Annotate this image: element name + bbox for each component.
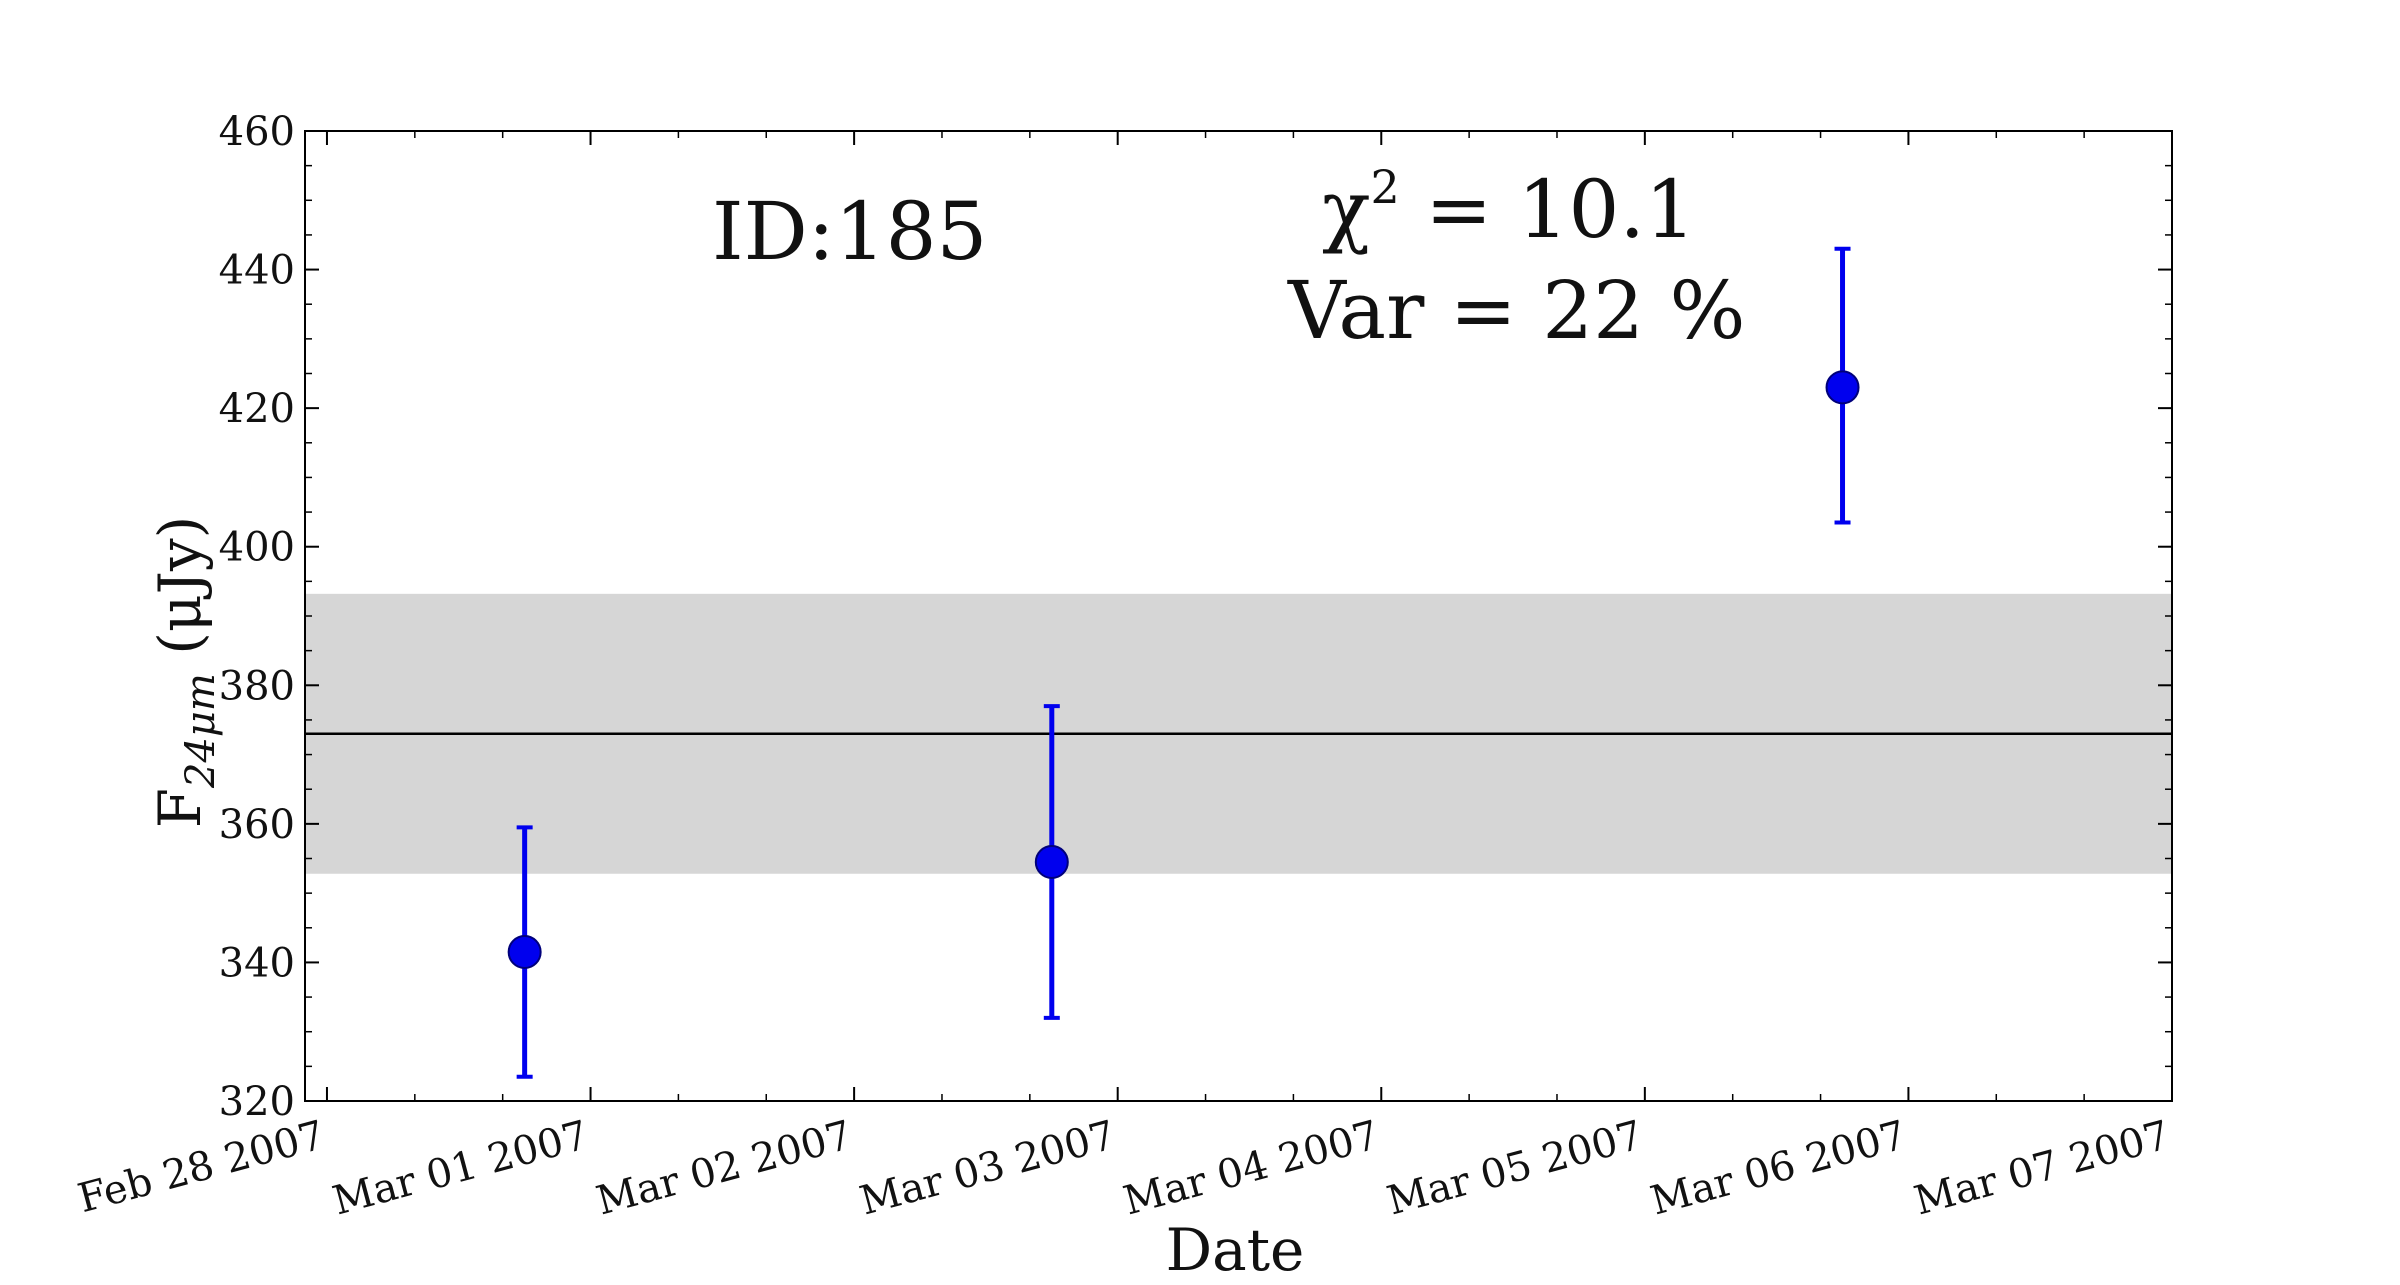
x-tick-label: Mar 06 2007 bbox=[1646, 1112, 1911, 1224]
y-axis-title-main: F bbox=[146, 788, 214, 828]
data-point bbox=[1034, 844, 1069, 879]
chi-value: = 10.1 bbox=[1400, 163, 1696, 256]
x-axis-title: Date bbox=[1166, 1216, 1305, 1284]
chi-symbol: χ bbox=[1322, 163, 1370, 256]
x-tick-label: Mar 02 2007 bbox=[592, 1112, 857, 1224]
y-tick-label: 460 bbox=[219, 109, 295, 155]
chi-square-label: χ2 = 10.1 bbox=[1322, 160, 1696, 256]
y-tick-label: 440 bbox=[219, 248, 295, 294]
object-id-label: ID:185 bbox=[712, 185, 987, 278]
chi-exponent: 2 bbox=[1370, 160, 1399, 214]
x-tick-label: Feb 28 2007 bbox=[73, 1112, 329, 1222]
data-point bbox=[507, 935, 542, 970]
y-axis-title-subscript: 24μm bbox=[178, 673, 224, 789]
x-tick-label: Mar 01 2007 bbox=[328, 1112, 593, 1224]
y-tick-label: 400 bbox=[219, 525, 295, 571]
y-axis-title: F24μm (μJy) bbox=[146, 516, 224, 828]
variability-label: Var = 22 % bbox=[1287, 264, 1746, 357]
y-tick-label: 360 bbox=[219, 802, 295, 848]
x-tick-label: Mar 03 2007 bbox=[855, 1112, 1120, 1224]
y-tick-label: 380 bbox=[219, 663, 295, 709]
x-tick-label: Mar 07 2007 bbox=[1910, 1112, 2175, 1224]
y-tick-label: 340 bbox=[219, 940, 295, 986]
y-tick-label: 420 bbox=[219, 386, 295, 432]
data-point bbox=[1825, 370, 1860, 405]
x-tick-label: Mar 04 2007 bbox=[1119, 1112, 1384, 1224]
y-axis-title-unit: (μJy) bbox=[146, 516, 214, 673]
x-tick-label: Mar 05 2007 bbox=[1382, 1112, 1647, 1224]
y-tick-label: 320 bbox=[219, 1079, 295, 1125]
